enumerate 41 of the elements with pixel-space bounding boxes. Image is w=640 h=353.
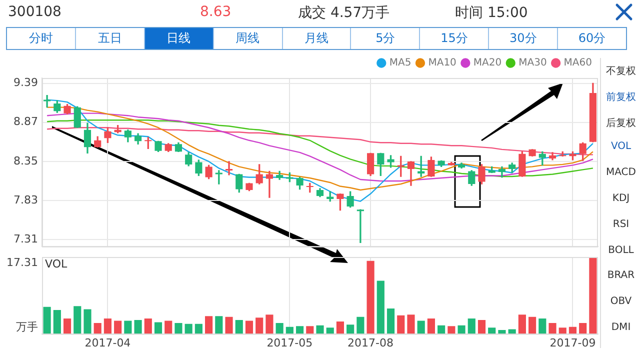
text: KDJ — [611, 193, 631, 204]
legend-label: MA60 — [564, 58, 592, 69]
legend-label: MA5 — [389, 58, 412, 69]
text: 分时 — [7, 28, 75, 49]
text: 300108 — [8, 4, 62, 20]
text: 周线 — [212, 28, 282, 49]
text: VOL — [610, 141, 632, 152]
text: RSI — [612, 218, 630, 230]
text: 成交 4.57万手 — [298, 4, 390, 22]
y-tick-label: 7.83 — [14, 193, 38, 206]
text: 日线 — [144, 28, 213, 49]
legend-label: MA30 — [518, 58, 547, 69]
text: 五日 — [74, 28, 144, 49]
y-axis-title: VOL — [45, 257, 68, 270]
y-tick-label: 9.39 — [14, 76, 38, 90]
text: 15分 — [419, 28, 488, 49]
y-tick-label: 8.35 — [14, 154, 38, 168]
text: 17.31 — [6, 256, 38, 269]
text: 后复权 — [605, 116, 637, 130]
x-tick-label: 2017-08 — [348, 336, 394, 350]
text: DMI — [610, 322, 632, 333]
text: MACD — [605, 167, 637, 178]
text: 30分 — [488, 28, 558, 49]
legend-label: MA10 — [428, 58, 456, 69]
y-tick-label: 7.31 — [14, 232, 38, 246]
text: 5分 — [350, 28, 420, 49]
x-tick-label: 2017-05 — [266, 336, 313, 350]
text: OBV — [609, 296, 633, 308]
x-tick-label: 2017-09 — [550, 336, 596, 350]
text: 60分 — [557, 28, 626, 49]
text: BRAR — [606, 270, 636, 282]
text: 不复权 — [605, 64, 637, 78]
text: 8.63 — [200, 4, 232, 20]
text: 月线 — [282, 28, 350, 49]
text: 时间 15:00 — [455, 4, 528, 22]
legend-label: MA20 — [473, 58, 502, 69]
text: 万手 — [16, 320, 38, 334]
y-tick-label: 8.87 — [14, 115, 38, 128]
text: BOLL — [607, 244, 635, 256]
x-tick-label: 2017-04 — [84, 336, 131, 350]
text: 前复权 — [605, 90, 637, 104]
